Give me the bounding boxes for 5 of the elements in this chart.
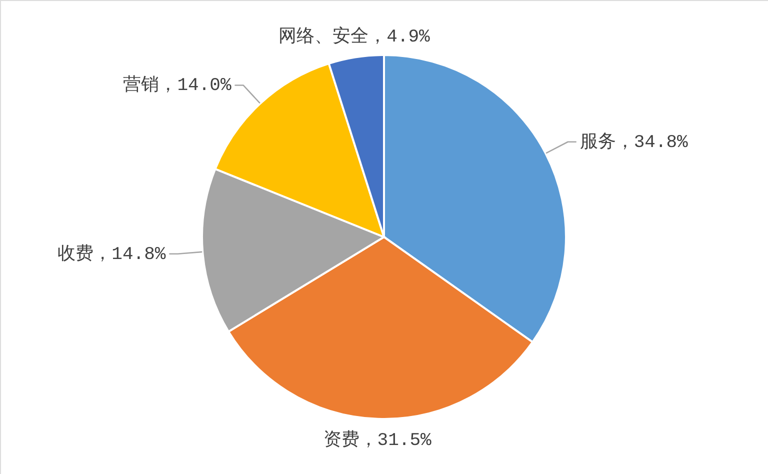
slice-label: 营销，14.0%: [123, 75, 232, 96]
slice-label: 网络、安全，4.9%: [278, 25, 430, 48]
slice-label: 资费，31.5%: [323, 430, 432, 451]
slice-label: 收费，14.8%: [58, 244, 166, 265]
slice-label: 服务，34.8%: [580, 132, 688, 153]
